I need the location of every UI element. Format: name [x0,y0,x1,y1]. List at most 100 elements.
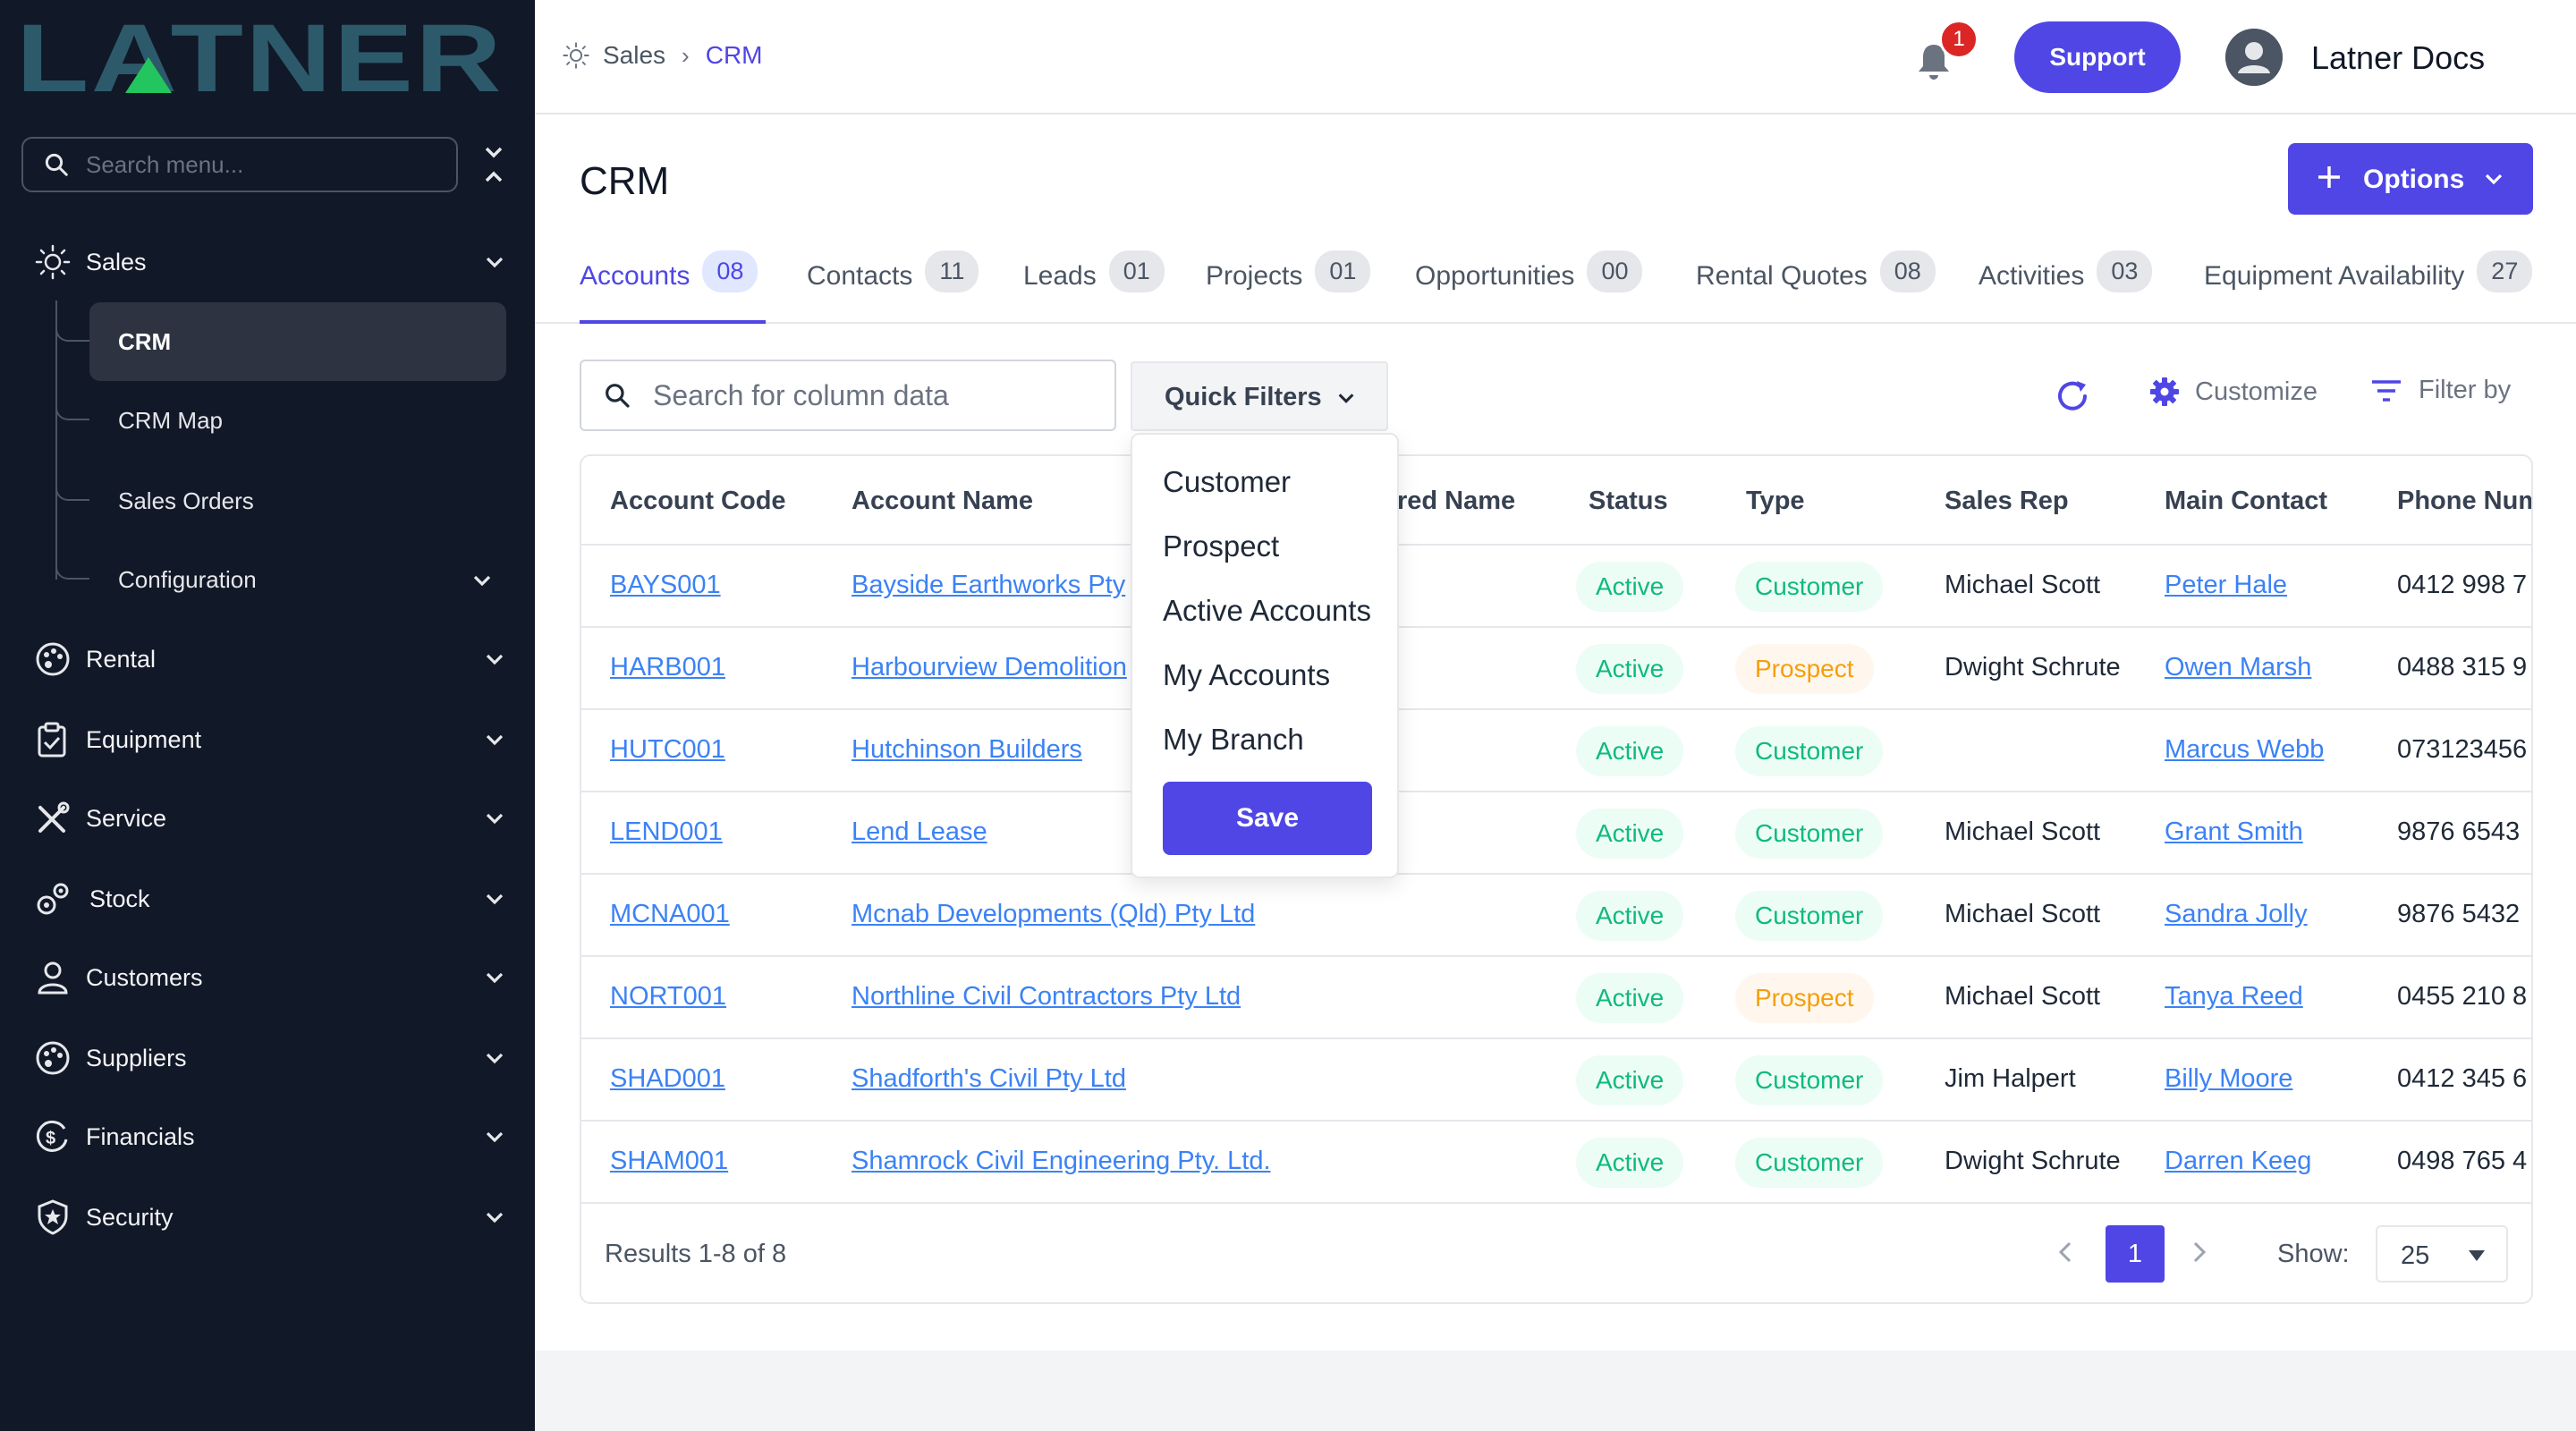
chevron-left-icon[interactable] [2055,1240,2075,1265]
account-code-link[interactable]: SHAM001 [610,1147,729,1175]
column-search-input[interactable]: Search for column data [580,360,1116,431]
main-contact-link[interactable]: Tanya Reed [2165,982,2303,1011]
top-bar: Sales › CRM 1 Support Latner Docs [535,0,2576,114]
account-name-link[interactable]: Northline Civil Contractors Pty Ltd [852,982,1241,1011]
save-button[interactable]: Save [1163,782,1372,855]
sidebar-subitem-sales-orders[interactable]: Sales Orders [89,461,506,540]
user-name[interactable]: Latner Docs [2311,39,2486,76]
menu-search-input[interactable]: Search menu... [21,137,458,192]
account-name-link[interactable]: Bayside Earthworks Pty [852,571,1126,599]
sidebar-item-service[interactable]: Service [0,787,535,850]
tab-projects[interactable]: Projects 01 [1206,250,1371,324]
table-row[interactable]: BAYS001 Bayside Earthworks Pty Active Custo… [581,546,2531,628]
tree-branch [55,474,89,501]
quick-filter-option[interactable]: Prospect [1163,529,1280,563]
bell-icon[interactable] [1914,39,1953,82]
table-row[interactable]: MCNA001 Mcnab Developments (Qld) Pty Ltd A… [581,875,2531,957]
account-code-link[interactable]: SHAD001 [610,1064,725,1093]
table-row[interactable]: SHAM001 Shamrock Civil Engineering Pty. L… [581,1122,2531,1204]
column-header[interactable]: Type [1746,487,1805,515]
main-contact-link[interactable]: Marcus Webb [2165,735,2325,764]
sidebar-item-suppliers[interactable]: Suppliers [0,1027,535,1089]
tab-count: 00 [1587,250,1643,292]
chevron-down-icon [486,734,504,746]
tab-contacts[interactable]: Contacts 11 [807,250,979,324]
breadcrumb-sales[interactable]: Sales [603,41,666,69]
refresh-icon[interactable] [2054,377,2091,415]
subitem-label: CRM [118,327,172,355]
sidebar-subitem-crm[interactable]: CRM [89,302,506,381]
account-code-link[interactable]: HARB001 [610,653,725,682]
quick-filters-button[interactable]: Quick Filters [1131,361,1388,431]
account-name-link[interactable]: Shadforth's Civil Pty Ltd [852,1064,1126,1093]
tab-equipment-availability[interactable]: Equipment Availability 27 [2204,250,2533,324]
column-header[interactable]: red Name [1397,487,1516,515]
options-button[interactable]: Options [2288,143,2533,215]
sidebar-item-label: Rental [86,645,157,673]
caret-down-icon [2469,1250,2485,1261]
column-header[interactable]: Phone Num [2397,487,2533,515]
account-name-link[interactable]: Mcnab Developments (Qld) Pty Ltd [852,900,1256,928]
sidebar-item-security[interactable]: Security [0,1186,535,1249]
avatar[interactable] [2225,29,2283,86]
chevron-right-icon[interactable] [2190,1240,2209,1265]
account-name-link[interactable]: Harbourview Demolition [852,653,1127,682]
tab-accounts[interactable]: Accounts 08 [580,250,766,324]
page-size-select[interactable]: 25 [2376,1225,2508,1283]
column-header[interactable]: Main Contact [2165,487,2328,515]
sidebar-item-financials[interactable]: $ Financials [0,1105,535,1168]
column-header[interactable]: Status [1589,487,1668,515]
column-header[interactable]: Sales Rep [1945,487,2069,515]
main-contact-link[interactable]: Darren Keeg [2165,1147,2312,1175]
main-contact-link[interactable]: Owen Marsh [2165,653,2312,682]
main-contact-link[interactable]: Peter Hale [2165,571,2288,599]
tab-rental-quotes[interactable]: Rental Quotes 08 [1696,250,1936,324]
quick-filter-option[interactable]: Customer [1163,465,1292,498]
sidebar-subitem-configuration[interactable]: Configuration [89,540,506,619]
table-row[interactable]: NORT001 Northline Civil Contractors Pty L… [581,957,2531,1039]
account-code-link[interactable]: MCNA001 [610,900,730,928]
filter-by-button[interactable]: Filter by [2370,376,2511,405]
main-contact-link[interactable]: Billy Moore [2165,1064,2293,1093]
table-row[interactable]: HUTC001 Hutchinson Builders Active Customer… [581,710,2531,792]
account-name-link[interactable]: Hutchinson Builders [852,735,1082,764]
customize-button[interactable]: Customize [2148,376,2318,408]
tab-leads[interactable]: Leads 01 [1023,250,1165,324]
sidebar-item-equipment[interactable]: Equipment [0,708,535,771]
quick-filter-option[interactable]: Active Accounts [1163,594,1371,627]
column-header[interactable]: Account Code [610,487,786,515]
account-code-link[interactable]: HUTC001 [610,735,725,764]
sidebar-item-sales[interactable]: Sales [0,231,535,293]
account-name-link[interactable]: Lend Lease [852,817,987,846]
main-contact-link[interactable]: Grant Smith [2165,817,2303,846]
tools-icon [38,801,70,833]
sidebar-subitem-crm-map[interactable]: CRM Map [89,381,506,460]
sidebar-item-stock[interactable]: Stock [0,868,535,930]
account-code-link[interactable]: BAYS001 [610,571,721,599]
main-contact-link[interactable]: Sandra Jolly [2165,900,2308,928]
latner-logo[interactable]: LATNER [16,16,504,98]
quick-filter-option[interactable]: My Branch [1163,723,1304,756]
breadcrumb-separator: › [682,41,690,69]
tab-activities[interactable]: Activities 03 [1979,250,2153,324]
table-row[interactable]: LEND001 Lend Lease Active Customer Michael S… [581,792,2531,875]
account-name-link[interactable]: Shamrock Civil Engineering Pty. Ltd. [852,1147,1271,1175]
breadcrumb-crm[interactable]: CRM [705,41,763,69]
sidebar-item-rental[interactable]: Rental [0,628,535,690]
chevron-down-icon [486,654,504,665]
page-number-button[interactable]: 1 [2106,1225,2165,1283]
quick-filter-option[interactable]: My Accounts [1163,658,1331,691]
account-code-link[interactable]: LEND001 [610,817,723,846]
support-button[interactable]: Support [2014,21,2181,93]
tab-label: Projects [1206,261,1303,291]
tab-opportunities[interactable]: Opportunities 00 [1415,250,1643,324]
account-code-link[interactable]: NORT001 [610,982,727,1011]
table-row[interactable]: SHAD001 Shadforth's Civil Pty Ltd Active Cu… [581,1039,2531,1122]
sidebar-item-customers[interactable]: Customers [0,946,535,1009]
tab-count: 01 [1315,250,1371,292]
column-header[interactable]: Account Name [852,487,1034,515]
table-row[interactable]: HARB001 Harbourview Demolition Active Prosp… [581,628,2531,710]
page-size-label: Show: [2277,1240,2350,1268]
sidebar-item-label: Security [86,1203,174,1231]
collapse-icon[interactable] [481,145,506,184]
